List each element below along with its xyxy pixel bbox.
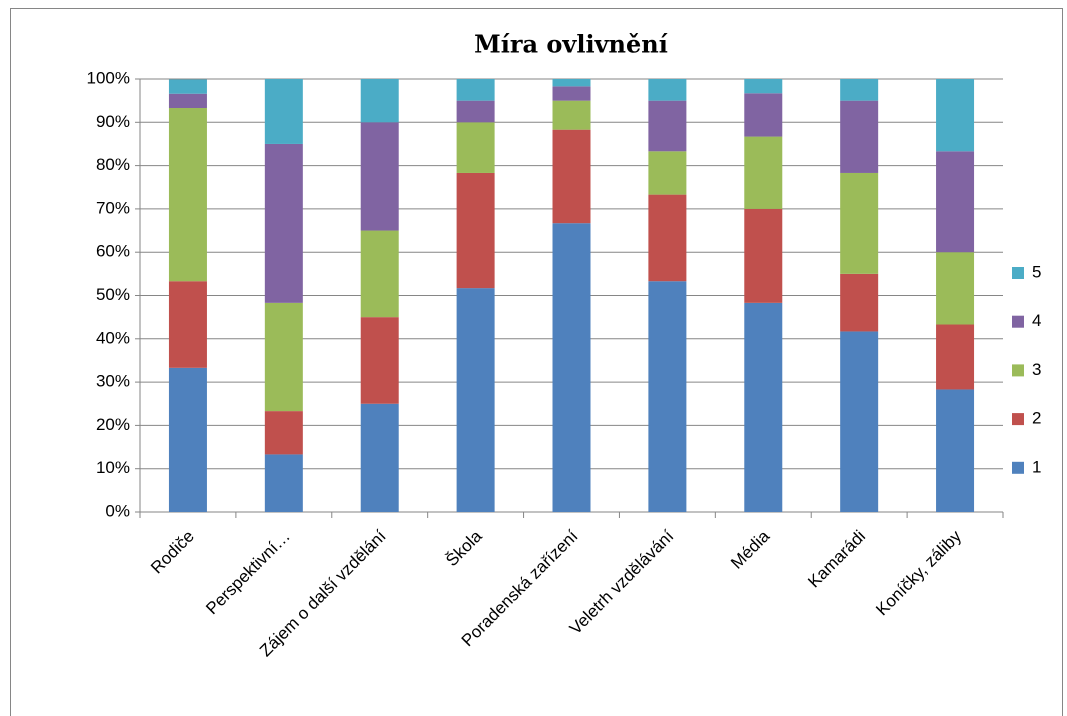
bar-segment [648, 281, 687, 512]
bar-segment [264, 302, 303, 412]
bar-segment [744, 208, 783, 303]
bar-segment [168, 79, 207, 94]
legend-label: 5 [1032, 262, 1041, 281]
bar-segment [552, 79, 591, 87]
bar-segment [648, 194, 687, 282]
bar-segment [264, 79, 303, 144]
bar-segment [744, 302, 783, 512]
bar-segment [648, 100, 687, 152]
bar-segment [648, 151, 687, 195]
bar-segment [936, 252, 975, 325]
y-tick-label: 100% [87, 68, 130, 87]
y-tick-label: 90% [96, 112, 130, 131]
bar-segment [744, 93, 783, 137]
bar-segment [648, 79, 687, 101]
bar-segment [840, 273, 879, 332]
bar-segment [840, 172, 879, 274]
legend-swatch [1012, 267, 1024, 279]
y-tick-label: 0% [105, 501, 130, 520]
bar-segment [552, 100, 591, 130]
bar-segment [744, 79, 783, 94]
y-tick-label: 70% [96, 198, 130, 217]
bar-segment [744, 136, 783, 209]
y-tick-label: 40% [96, 328, 130, 347]
bar-segment [456, 172, 495, 289]
bar-segment [456, 122, 495, 173]
y-tick-label: 20% [96, 415, 130, 434]
legend-swatch [1012, 413, 1024, 426]
legend-label: 1 [1032, 457, 1041, 476]
legend-swatch [1012, 315, 1024, 328]
bar-segment [936, 79, 975, 152]
y-tick-label: 30% [96, 372, 130, 391]
bar-segment [552, 223, 591, 512]
legend-swatch [1012, 461, 1024, 474]
legend-swatch [1012, 364, 1024, 377]
legend-label: 2 [1032, 409, 1041, 428]
bar-segment [264, 411, 303, 455]
bar-segment [456, 100, 495, 123]
legend-label: 3 [1032, 360, 1041, 379]
bar-segment [840, 331, 879, 512]
bar-segment [360, 403, 399, 512]
bar-segment [264, 143, 303, 303]
chart-frame [10, 8, 1063, 716]
y-tick-label: 80% [96, 155, 130, 174]
bar-segment [360, 230, 399, 318]
bar-segment [840, 100, 879, 173]
bar-segment [936, 324, 975, 390]
bar-segment [360, 317, 399, 404]
bar-segment [168, 93, 207, 109]
y-tick-label: 10% [96, 458, 130, 477]
bar-segment [456, 288, 495, 512]
bar-segment [552, 86, 591, 101]
bar-segment [360, 79, 399, 123]
bar-segment [552, 129, 591, 224]
bar-segment [264, 454, 303, 512]
bar-segment [840, 79, 879, 101]
bar-segment [168, 281, 207, 368]
bar-segment [168, 108, 207, 282]
bar-segment [936, 151, 975, 253]
bar-segment [168, 367, 207, 512]
y-tick-label: 60% [96, 242, 130, 261]
y-tick-label: 50% [96, 285, 130, 304]
bar-segment [360, 122, 399, 231]
bar-segment [456, 79, 495, 101]
chart-title: Míra ovlivnění [474, 30, 668, 59]
legend-label: 4 [1032, 311, 1041, 330]
bar-segment [936, 389, 975, 512]
